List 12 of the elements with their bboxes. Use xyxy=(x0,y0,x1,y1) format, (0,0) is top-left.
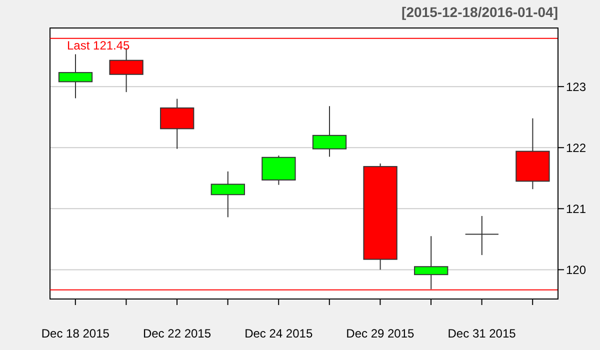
x-tick-label: Dec 29 2015 xyxy=(346,326,415,341)
y-tick-label: 122 xyxy=(566,140,586,155)
x-tick-label: Dec 22 2015 xyxy=(142,326,212,341)
y-tick-label: 121 xyxy=(566,202,586,216)
y-tick-label: 123 xyxy=(566,80,586,94)
candlestick xyxy=(464,215,499,256)
chart-title: [2015-12-18/2016-01-04] xyxy=(402,4,558,20)
ref-line-label: Last 121.45 xyxy=(67,38,130,52)
x-tick-label: Dec 24 2015 xyxy=(244,326,313,341)
x-tick-label: Dec 31 2015 xyxy=(448,326,516,341)
x-tick-label: Dec 18 2015 xyxy=(41,326,110,341)
y-tick-label: 120 xyxy=(566,262,586,277)
